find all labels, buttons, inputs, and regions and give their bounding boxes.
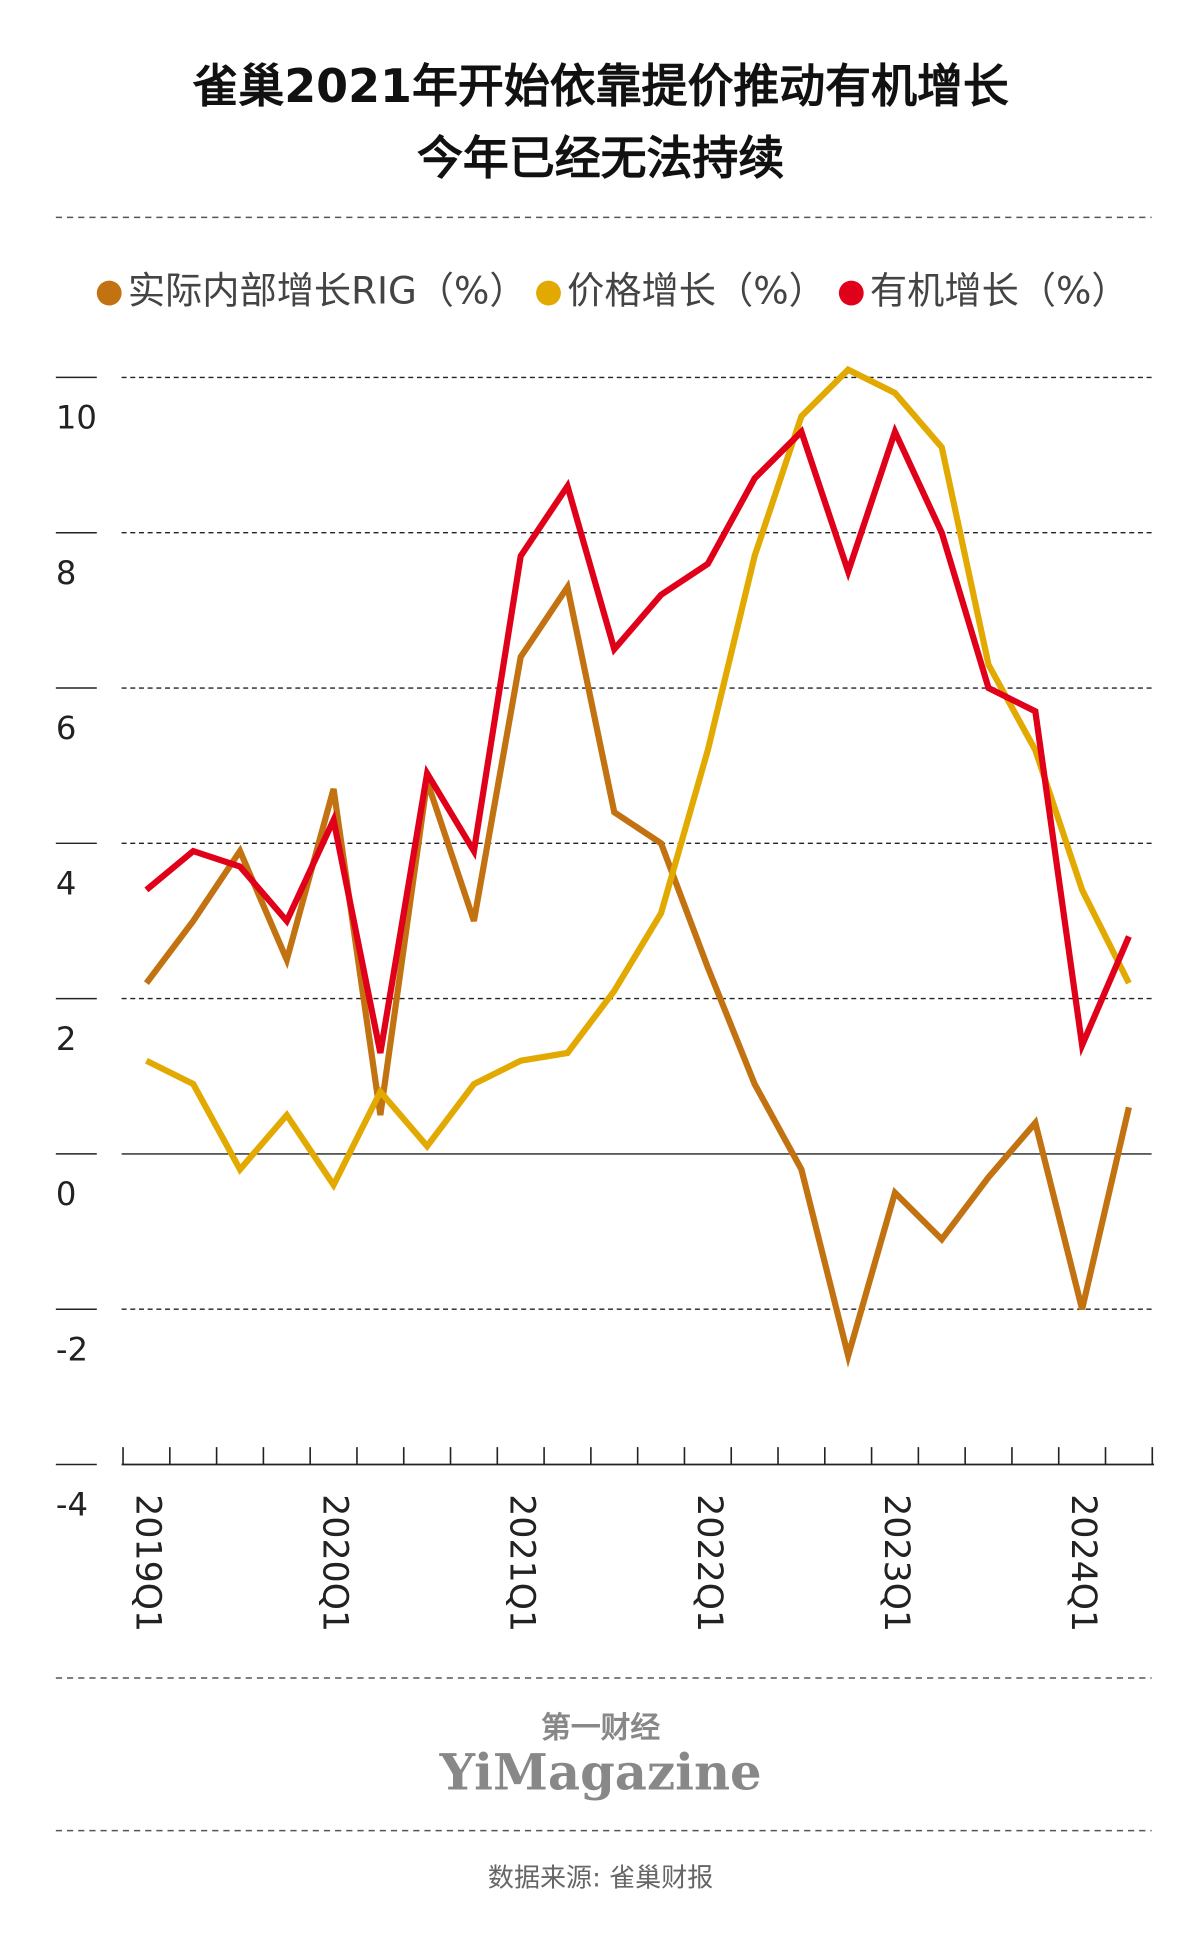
chart-title: 雀巢2021年开始依靠提价推动有机增长	[192, 59, 1008, 113]
legend-label: 有机增长（%）	[870, 269, 1129, 313]
series-line	[145, 365, 1132, 1192]
x-tick-label: 2022Q1	[689, 1494, 729, 1632]
y-tick-label: -4	[56, 1486, 88, 1524]
logo-cn: 第一财经	[541, 1711, 660, 1746]
y-tick-label: -2	[56, 1330, 88, 1368]
x-tick-label: 2023Q1	[876, 1494, 916, 1632]
series-line	[143, 579, 1132, 1368]
legend-marker	[96, 280, 122, 306]
x-tick-label: 2019Q1	[127, 1494, 167, 1632]
legend-marker	[536, 280, 561, 306]
y-tick-label: 2	[56, 1020, 77, 1058]
y-tick-label: 8	[56, 554, 77, 592]
y-tick-label: 4	[56, 865, 77, 903]
source: 数据来源: 雀巢财报	[488, 1863, 713, 1893]
y-tick-label: 10	[56, 399, 97, 437]
chart-title: 今年已经无法持续	[417, 131, 784, 185]
legend-label: 价格增长（%）	[567, 269, 826, 313]
y-tick-label: 0	[56, 1175, 77, 1213]
logo-en: YiMagazine	[439, 1743, 762, 1802]
x-tick-label: 2020Q1	[315, 1494, 355, 1632]
legend-marker	[838, 280, 864, 306]
x-tick-label: 2021Q1	[502, 1494, 542, 1632]
x-tick-label: 2024Q1	[1063, 1494, 1103, 1632]
y-tick-label: 6	[56, 709, 77, 747]
series-line	[144, 423, 1132, 1057]
legend-label: 实际内部增长RIG（%）	[128, 269, 527, 313]
